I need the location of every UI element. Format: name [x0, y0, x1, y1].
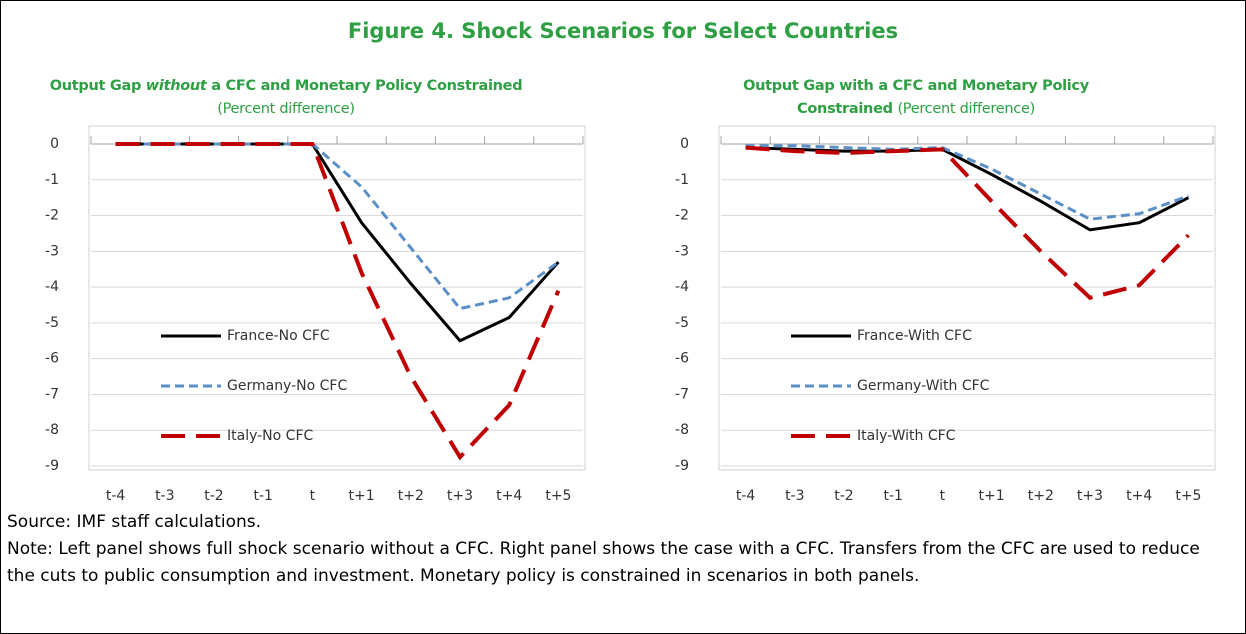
y-tick-label: -7 — [675, 386, 689, 402]
y-tick-label: -2 — [675, 208, 689, 224]
y-tick-label: -4 — [675, 279, 689, 295]
legend-label: Italy-With CFC — [857, 428, 956, 444]
x-tick-label: t+1 — [349, 488, 375, 504]
y-tick-label: -9 — [675, 458, 689, 474]
x-tick-label: t-3 — [155, 488, 174, 504]
x-tick-label: t+5 — [545, 488, 571, 504]
plot-border — [718, 125, 1216, 471]
figure-title: Figure 4. Shock Scenarios for Select Cou… — [347, 19, 899, 43]
y-tick-label: -7 — [45, 386, 59, 402]
x-tick-label: t — [940, 488, 946, 504]
y-tick-label: -6 — [675, 351, 689, 367]
y-tick-label: 0 — [50, 136, 59, 152]
x-tick-label: t-4 — [106, 488, 126, 504]
title-part: Output Gap with a CFC and Monetary Polic… — [743, 78, 1089, 94]
title-part: a CFC and Monetary Policy Constrained — [211, 78, 523, 94]
legend-label: Italy-No CFC — [227, 428, 313, 444]
y-tick-label: 0 — [680, 136, 689, 152]
title-emphasis: without — [145, 78, 207, 94]
legend-label: Germany-No CFC — [227, 378, 347, 394]
panel-title: Output Gap without a CFC and Monetary Po… — [36, 75, 536, 121]
legend-label: Germany-With CFC — [857, 378, 990, 394]
legend-label: France-No CFC — [227, 328, 330, 344]
x-tick-label: t+3 — [1077, 488, 1103, 504]
x-tick-label: t-4 — [736, 488, 756, 504]
y-tick-label: -3 — [675, 243, 689, 259]
source: Source: IMF staff calculations. — [7, 512, 262, 532]
x-tick-label: t-2 — [204, 488, 223, 504]
x-tick-label: t+2 — [1028, 488, 1054, 504]
note: Note: Left panel shows full shock scenar… — [7, 539, 1200, 586]
y-tick-label: -2 — [45, 208, 59, 224]
y-tick-label: -9 — [45, 458, 59, 474]
legend-label: France-With CFC — [857, 328, 972, 344]
title-part: Output Gap — [49, 78, 142, 94]
y-tick-label: -4 — [45, 279, 59, 295]
series-line — [115, 142, 560, 343]
x-tick-label: t-3 — [785, 488, 804, 504]
charts: 0-1-2-3-4-5-6-7-8-9t-4 t-3 t-2 t-1 t t+1 t+2 t+… — [45, 125, 1216, 504]
x-tick-label: t — [310, 488, 316, 504]
series-line — [745, 144, 1189, 221]
plot-border — [88, 125, 586, 471]
series-line — [115, 142, 560, 311]
x-tick-label: t-2 — [834, 488, 853, 504]
panel-subtitle: (Percent difference) — [897, 101, 1035, 117]
panel-title: Output Gap with a CFC and Monetary Polic… — [666, 75, 1166, 121]
y-tick-label: -1 — [45, 172, 59, 188]
y-tick-label: -8 — [45, 422, 59, 438]
series-line — [115, 142, 561, 461]
y-tick-label: -8 — [675, 422, 689, 438]
panel-subtitle: (Percent difference) — [217, 101, 355, 117]
x-tick-label: t+5 — [1175, 488, 1201, 504]
y-tick-label: -5 — [675, 315, 689, 331]
y-tick-label: -3 — [45, 243, 59, 259]
y-tick-label: -6 — [45, 351, 59, 367]
x-tick-label: t+2 — [398, 488, 424, 504]
x-tick-label: t-1 — [253, 488, 272, 504]
title-part: Constrained — [797, 101, 893, 117]
x-tick-label: t-1 — [883, 488, 902, 504]
y-tick-label: -5 — [45, 315, 59, 331]
x-tick-label: t+1 — [979, 488, 1005, 504]
series-line — [745, 145, 1190, 301]
x-tick-label: t+4 — [496, 488, 522, 504]
x-tick-label: t+3 — [447, 488, 473, 504]
x-tick-label: t+4 — [1126, 488, 1152, 504]
y-tick-label: -1 — [675, 172, 689, 188]
